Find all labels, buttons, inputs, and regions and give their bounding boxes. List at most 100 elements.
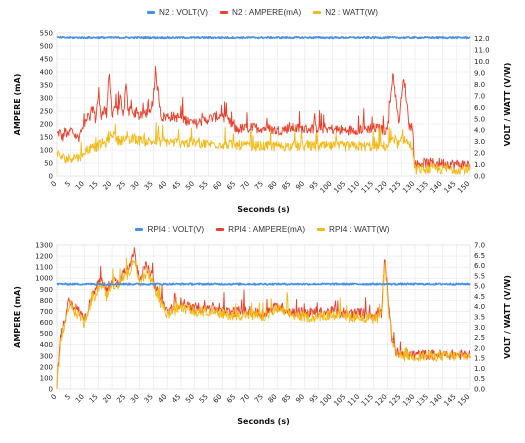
x-tick-label: 100: [319, 180, 334, 195]
y-left-tick-label: 400: [40, 341, 53, 349]
y-right-tick-label: 3.0: [474, 324, 485, 332]
y-left-tick-label: 500: [40, 330, 53, 338]
y-right-tick-label: 3.5: [474, 314, 485, 322]
y-left-tick-label: 100: [40, 374, 53, 382]
x-tick-label: 105: [332, 180, 347, 195]
y-right-tick-label: 1.0: [474, 161, 485, 169]
y-left-tick-label: 50: [44, 160, 53, 168]
x-tick-label: 75: [253, 393, 265, 405]
y-right-axis-label: VOLT / WATT (V/W): [503, 63, 512, 147]
y-right-tick-label: 5.5: [474, 272, 485, 280]
x-tick-label: 20: [102, 180, 114, 192]
x-tick-label: 80: [267, 180, 279, 192]
x-tick-label: 15: [88, 180, 100, 192]
x-tick-label: 50: [184, 180, 196, 192]
x-tick-label: 150: [456, 393, 471, 408]
legend-swatch: [135, 228, 144, 231]
y-right-tick-label: 5.0: [474, 283, 485, 291]
legend-bottom-chart: RPI4 : VOLT(V) RPI4 : AMPERE(mA) RPI4 : …: [0, 225, 525, 234]
legend-label: N2 : VOLT(V): [159, 8, 209, 17]
y-left-tick-label: 600: [40, 319, 53, 327]
series-line-n2-watt-w-: [56, 122, 471, 175]
x-tick-label: 115: [360, 393, 375, 408]
legend-item[interactable]: RPI4 : AMPERE(mA): [216, 225, 305, 234]
x-tick-label: 95: [308, 180, 320, 192]
x-tick-label: 50: [184, 393, 196, 405]
x-tick-label: 55: [198, 393, 210, 405]
y-left-tick-label: 700: [40, 308, 53, 316]
legend-swatch: [313, 11, 322, 14]
y-right-tick-label: 0.5: [474, 375, 485, 383]
x-tick-label: 120: [374, 393, 389, 408]
legend-swatch: [317, 228, 326, 231]
x-tick-label: 85: [280, 180, 292, 192]
y-right-tick-label: 4.0: [474, 127, 485, 135]
x-tick-label: 0: [50, 180, 59, 189]
x-tick-label: 60: [212, 393, 224, 405]
y-right-tick-label: 7.0: [474, 92, 485, 100]
y-left-tick-label: 1200: [35, 253, 53, 261]
x-tick-label: 65: [225, 180, 237, 192]
x-tick-label: 95: [308, 393, 320, 405]
x-tick-label: 40: [157, 393, 169, 405]
legend-item[interactable]: RPI4 : VOLT(V): [135, 225, 204, 234]
x-tick-label: 45: [170, 393, 182, 405]
x-tick-label: 125: [387, 393, 402, 408]
y-left-tick-label: 550: [40, 30, 53, 38]
x-tick-label: 135: [415, 180, 430, 195]
y-left-tick-label: 350: [40, 82, 53, 90]
y-right-tick-label: 3.0: [474, 138, 485, 146]
y-left-axis-label: AMPERE (mA): [13, 286, 22, 348]
y-left-axis-label: AMPERE (mA): [13, 74, 22, 136]
legend-item[interactable]: RPI4 : WATT(W): [317, 225, 390, 234]
legend-item[interactable]: N2 : VOLT(V): [147, 8, 208, 17]
y-left-tick-label: 900: [40, 286, 53, 294]
y-right-tick-label: 0.0: [474, 386, 485, 394]
x-tick-label: 140: [429, 180, 444, 195]
x-tick-label: 40: [157, 180, 169, 192]
x-tick-label: 75: [253, 180, 265, 192]
y-left-tick-label: 1100: [35, 264, 53, 272]
legend-item[interactable]: N2 : WATT(W): [313, 8, 378, 17]
y-left-tick-label: 400: [40, 69, 53, 77]
y-right-tick-label: 9.0: [474, 70, 485, 78]
legend-top-chart: N2 : VOLT(V) N2 : AMPERE(mA) N2 : WATT(W…: [0, 8, 525, 17]
y-right-tick-label: 4.0: [474, 303, 485, 311]
y-left-tick-label: 150: [40, 134, 53, 142]
y-right-tick-label: 4.5: [474, 293, 485, 301]
x-tick-label: 80: [267, 393, 279, 405]
chart-rpi4: 0 5 10 15 20 25 30 35 40 45 50 55 60 65 70 75 80 85 90 9510…: [13, 242, 512, 427]
y-left-tick-label: 500: [40, 43, 53, 51]
y-left-tick-label: 450: [40, 56, 53, 64]
legend-swatch: [147, 11, 156, 14]
x-tick-label: 35: [143, 393, 155, 405]
y-right-tick-label: 6.0: [474, 262, 485, 270]
y-right-tick-label: 2.0: [474, 344, 485, 352]
y-right-tick-label: 2.0: [474, 150, 485, 158]
x-tick-label: 20: [102, 393, 114, 405]
x-tick-label: 100: [319, 393, 334, 408]
x-tick-label: 90: [294, 393, 306, 405]
x-tick-label: 120: [374, 180, 389, 195]
series-line-n2-ampere-ma-: [56, 65, 471, 170]
x-tick-label: 30: [129, 180, 141, 192]
y-right-tick-label: 0.0: [474, 173, 485, 181]
x-axis-label: Seconds (s): [237, 417, 289, 426]
series-line-n2-volt-v-: [56, 35, 471, 40]
x-tick-label: 0: [50, 393, 59, 402]
legend-swatch: [220, 11, 229, 14]
legend-label: RPI4 : VOLT(V): [147, 225, 205, 234]
x-tick-label: 25: [115, 393, 127, 405]
y-right-tick-label: 6.0: [474, 104, 485, 112]
x-tick-label: 130: [401, 393, 416, 408]
y-right-tick-label: 5.0: [474, 115, 485, 123]
x-tick-label: 125: [387, 180, 402, 195]
x-tick-label: 25: [115, 180, 127, 192]
legend-label: RPI4 : AMPERE(mA): [228, 225, 306, 234]
y-right-tick-label: 1.0: [474, 365, 485, 373]
legend-item[interactable]: N2 : AMPERE(mA): [220, 8, 301, 17]
y-right-tick-label: 2.5: [474, 334, 485, 342]
legend-label: RPI4 : WATT(W): [329, 225, 390, 234]
x-tick-label: 85: [280, 393, 292, 405]
